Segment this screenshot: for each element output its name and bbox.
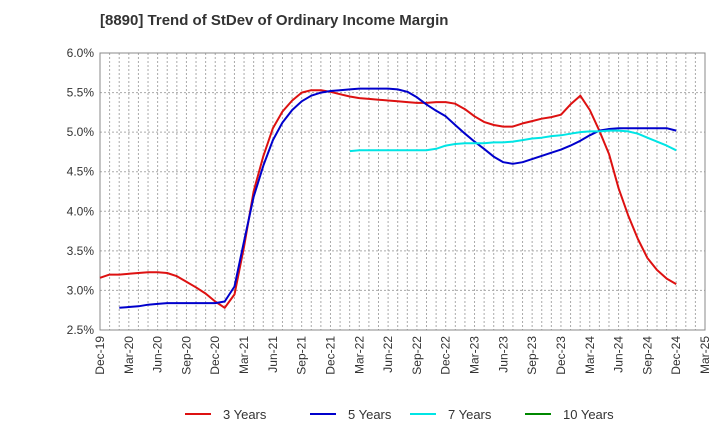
x-tick-label: Mar-21 (237, 336, 251, 374)
series-line-3-years (99, 89, 677, 309)
x-tick-label: Dec-20 (208, 336, 222, 375)
x-tick-label: Sep-24 (640, 336, 654, 375)
y-tick-label: 4.0% (67, 204, 95, 218)
legend-label-3-years: 3 Years (223, 407, 267, 422)
y-tick-label: 2.5% (67, 323, 95, 337)
legend-label-7-years: 7 Years (448, 407, 492, 422)
legend: 3 Years 5 Years 7 Years 10 Years (185, 407, 614, 422)
x-tick-label: Sep-22 (410, 336, 424, 375)
x-tick-label: Sep-21 (295, 336, 309, 375)
plot-frame (99, 52, 706, 331)
y-tick-label: 3.0% (67, 283, 95, 297)
y-tick-label: 3.5% (67, 244, 95, 258)
x-tick-label: Mar-20 (122, 336, 136, 374)
x-tick-label: Dec-21 (323, 336, 337, 375)
y-tick-label: 5.0% (67, 125, 95, 139)
y-axis-ticks: 6.0% 5.5% 5.0% 4.5% 4.0% 3.5% 3.0% 2.5% (67, 46, 95, 337)
plot-background (100, 53, 705, 330)
x-axis-ticks: Dec-19 Mar-20 Jun-20 Sep-20 Dec-20 Mar-21 Jun-… (93, 336, 712, 375)
legend-label-10-years: 10 Years (563, 407, 614, 422)
x-tick-label: Dec-22 (439, 336, 453, 375)
y-tick-label: 6.0% (67, 46, 95, 60)
x-tick-label: Jun-22 (381, 336, 395, 373)
x-tick-label: Dec-19 (93, 336, 107, 375)
chart-title: [8890] Trend of StDev of Ordinary Income… (100, 12, 449, 29)
x-tick-label: Sep-20 (179, 336, 193, 375)
x-tick-label: Jun-21 (266, 336, 280, 373)
x-tick-label: Dec-24 (669, 336, 683, 375)
x-tick-label: Jun-23 (496, 336, 510, 373)
y-tick-label: 5.5% (67, 86, 95, 100)
x-tick-label: Jun-20 (151, 336, 165, 373)
series-line-5-years (119, 87, 677, 309)
x-tick-label: Mar-23 (468, 336, 482, 374)
series-line-7-years (349, 129, 677, 153)
y-tick-label: 4.5% (67, 165, 95, 179)
x-tick-label: Jun-24 (612, 336, 626, 373)
grid (99, 52, 706, 331)
series-lines (99, 87, 677, 309)
x-tick-label: Dec-23 (554, 336, 568, 375)
x-tick-label: Sep-23 (525, 336, 539, 375)
legend-label-5-years: 5 Years (348, 407, 392, 422)
x-tick-label: Mar-25 (698, 336, 712, 374)
x-tick-label: Mar-22 (352, 336, 366, 374)
x-tick-label: Mar-24 (583, 336, 597, 374)
